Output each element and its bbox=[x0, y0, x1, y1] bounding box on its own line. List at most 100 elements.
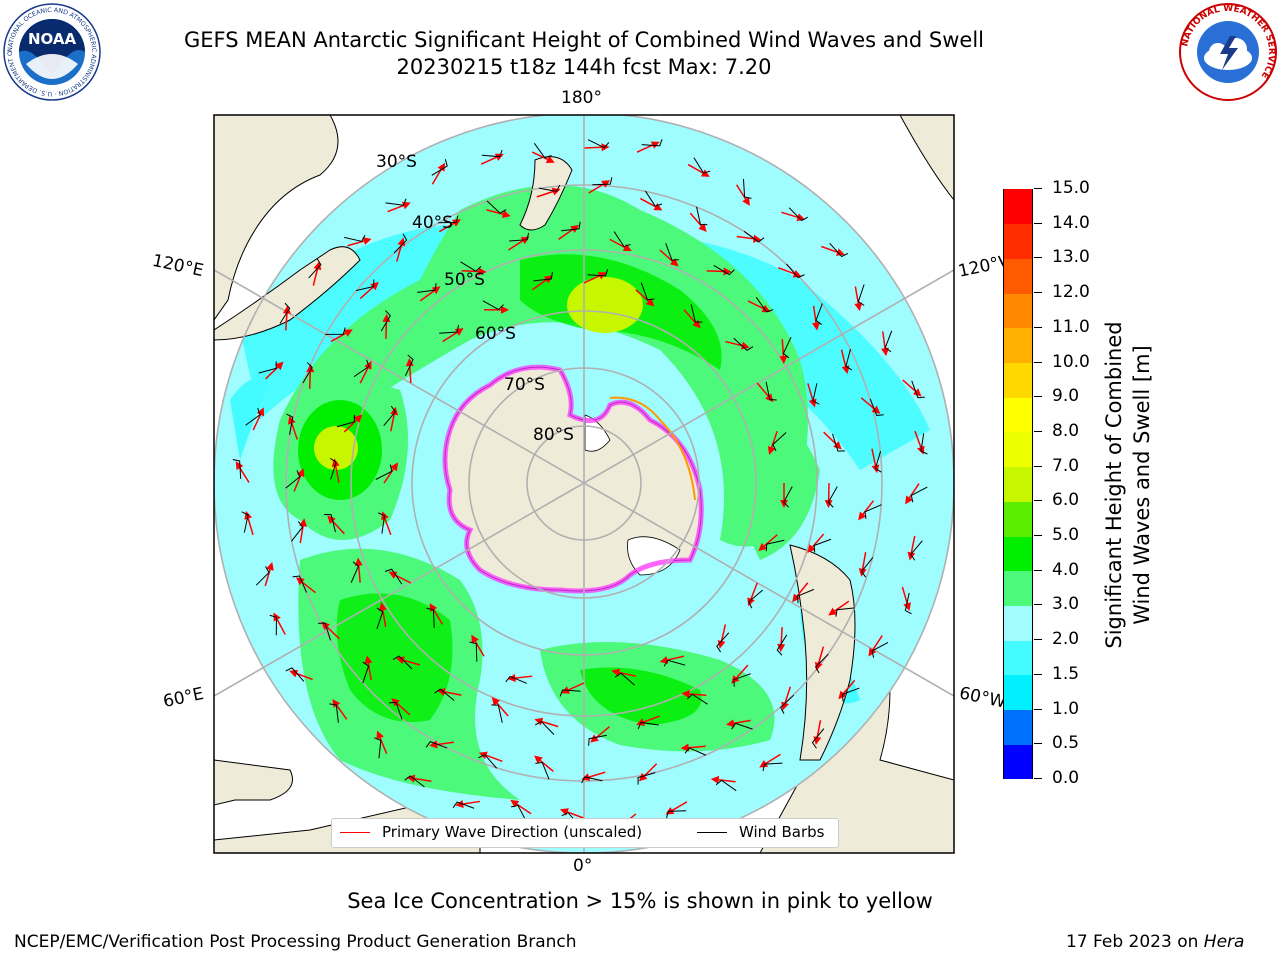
wind-barb bbox=[279, 302, 291, 324]
wave-direction-arrowhead bbox=[611, 668, 621, 677]
wave-direction-arrowhead bbox=[454, 328, 464, 336]
lat-label-70s: 70°S bbox=[504, 375, 545, 395]
wave-direction-arrowhead bbox=[601, 143, 610, 152]
wind-barb bbox=[374, 737, 382, 759]
colorbar-tick bbox=[1034, 778, 1042, 779]
wave-direction-arrowhead bbox=[854, 302, 863, 312]
wind-barb bbox=[481, 149, 503, 158]
colorbar-tick bbox=[1034, 257, 1042, 259]
wave-direction-arrowhead bbox=[761, 304, 771, 313]
wind-barb bbox=[329, 703, 339, 723]
wind-barb bbox=[376, 607, 384, 630]
colorbar-tick bbox=[1034, 673, 1042, 675]
wind-barb bbox=[269, 614, 277, 636]
wave-direction-arrowhead bbox=[364, 360, 372, 370]
wind-barb bbox=[355, 279, 375, 292]
wind-barb bbox=[404, 775, 425, 788]
wind-barb bbox=[813, 538, 832, 553]
wind-barb bbox=[733, 673, 751, 687]
colorbar-tick-label: 0.5 bbox=[1052, 733, 1080, 754]
colorbar-segment bbox=[1004, 466, 1032, 502]
wave-direction-arrowhead bbox=[780, 500, 788, 508]
graticule bbox=[214, 115, 954, 853]
colorbar-segment bbox=[1004, 362, 1032, 398]
wave-direction-arrowhead bbox=[395, 656, 405, 665]
wind-barb bbox=[786, 263, 805, 279]
wave-direction-arrowhead bbox=[327, 515, 336, 525]
wave-direction-arrowhead bbox=[740, 341, 750, 350]
wind-barb bbox=[478, 754, 498, 769]
colorbar-tick bbox=[1034, 222, 1042, 224]
colorbar-tick-label: 0.0 bbox=[1052, 768, 1080, 788]
wind-barb bbox=[535, 762, 550, 780]
colorbar-tick bbox=[1034, 639, 1042, 641]
colorbar-title-line2: Wind Waves and Swell [m] bbox=[1130, 345, 1154, 625]
colorbar-tick-label: 13.0 bbox=[1052, 247, 1090, 268]
wind-barb bbox=[693, 157, 711, 174]
map-legend: Primary Wave Direction (unscaled) Wind B… bbox=[331, 818, 839, 848]
colorbar-segment bbox=[1004, 293, 1032, 329]
wind-barb bbox=[592, 177, 613, 186]
wind-barb bbox=[910, 486, 928, 503]
wind-barb bbox=[715, 779, 737, 792]
colorbar-tick-label: 5.0 bbox=[1052, 525, 1080, 546]
wind-barb bbox=[641, 139, 663, 147]
wave-direction-arrowhead bbox=[296, 468, 305, 478]
wind-barb bbox=[438, 215, 459, 224]
wave-direction-arrowhead bbox=[376, 730, 384, 740]
wave-direction-arrowhead bbox=[378, 602, 387, 611]
wind-barb bbox=[713, 265, 735, 276]
wind-barb bbox=[588, 734, 607, 746]
wind-barbs-legend-label: Wind Barbs bbox=[739, 823, 825, 841]
wind-barb bbox=[910, 540, 923, 561]
colorbar-segment bbox=[1004, 570, 1032, 606]
colorbar-tick bbox=[1034, 396, 1042, 398]
wave-direction-arrowhead bbox=[807, 544, 816, 553]
wind-barb bbox=[731, 722, 753, 730]
wave-direction-arrowhead bbox=[717, 640, 726, 649]
wind-barb bbox=[742, 178, 752, 199]
wave-direction-arrowhead bbox=[362, 237, 372, 245]
wind-barb bbox=[776, 634, 788, 656]
wave-direction-arrowhead bbox=[726, 719, 735, 728]
colorbar-tick-label: 14.0 bbox=[1052, 212, 1090, 233]
wave-direction-arrowhead bbox=[353, 414, 363, 423]
colorbar-tick bbox=[1034, 500, 1042, 502]
wind-barb bbox=[690, 304, 703, 323]
wind-barb bbox=[377, 512, 386, 534]
wave-direction-arrowhead bbox=[833, 441, 842, 450]
wave-direction-arrowhead bbox=[455, 800, 464, 808]
wind-barb bbox=[329, 457, 337, 480]
wave-direction-arrowhead bbox=[698, 223, 707, 233]
wind-barb bbox=[434, 688, 455, 701]
lat-label-60s: 60°S bbox=[475, 324, 516, 344]
wind-barb bbox=[318, 622, 332, 641]
wind-barb bbox=[417, 283, 437, 293]
colorbar-segment bbox=[1004, 189, 1032, 225]
colorbar-segment bbox=[1004, 744, 1032, 780]
wave-direction-arrowhead bbox=[501, 210, 511, 219]
wave-direction-arrowhead bbox=[471, 634, 479, 644]
wind-barb bbox=[788, 207, 809, 222]
sea-ice-high-concentration bbox=[609, 396, 696, 501]
wind-barb bbox=[684, 747, 707, 756]
wind-barb bbox=[255, 566, 270, 586]
colorbar-tick-label: 6.0 bbox=[1052, 490, 1080, 511]
wind-barb bbox=[362, 661, 370, 684]
wave-direction-arrowhead bbox=[792, 270, 802, 278]
wind-barb bbox=[425, 741, 448, 749]
wave-direction-arrowhead bbox=[836, 248, 845, 256]
colorbar-segment bbox=[1004, 709, 1032, 745]
wind-barb bbox=[383, 405, 396, 427]
wave-direction-arrowhead bbox=[669, 258, 679, 267]
wind-barb bbox=[511, 804, 527, 822]
wave-direction-arrowhead bbox=[343, 329, 353, 337]
wave-direction-arrowhead bbox=[364, 655, 373, 664]
colorbar-tick-label: 2.0 bbox=[1052, 629, 1080, 650]
colorbar-tick bbox=[1034, 430, 1042, 432]
wind-barb bbox=[911, 380, 925, 399]
australia bbox=[214, 246, 361, 341]
colorbar-segment bbox=[1004, 640, 1032, 676]
wave-direction-arrowhead bbox=[681, 689, 690, 698]
colorbar-tick bbox=[1034, 535, 1042, 537]
